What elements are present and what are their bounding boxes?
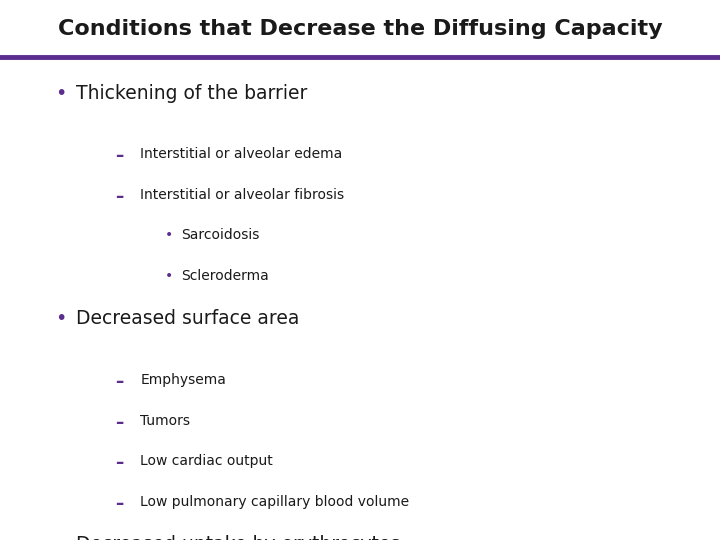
Text: •: • [55, 535, 67, 540]
Text: –: – [114, 414, 123, 431]
Text: Emphysema: Emphysema [140, 373, 226, 387]
Text: Interstitial or alveolar edema: Interstitial or alveolar edema [140, 147, 343, 161]
Text: Sarcoidosis: Sarcoidosis [181, 228, 260, 242]
Text: Interstitial or alveolar fibrosis: Interstitial or alveolar fibrosis [140, 188, 345, 202]
Text: –: – [114, 188, 123, 206]
Text: –: – [114, 373, 123, 391]
Text: Decreased uptake by erythrocytes: Decreased uptake by erythrocytes [76, 535, 400, 540]
Text: Decreased surface area: Decreased surface area [76, 309, 299, 328]
Text: –: – [114, 147, 123, 165]
Text: –: – [114, 495, 123, 512]
Text: –: – [114, 454, 123, 472]
Text: •: • [55, 309, 67, 328]
Text: Low pulmonary capillary blood volume: Low pulmonary capillary blood volume [140, 495, 410, 509]
Text: •: • [55, 84, 67, 103]
Text: Thickening of the barrier: Thickening of the barrier [76, 84, 307, 103]
Text: Scleroderma: Scleroderma [181, 269, 269, 283]
Text: Tumors: Tumors [140, 414, 190, 428]
Text: Low cardiac output: Low cardiac output [140, 454, 273, 468]
Text: Conditions that Decrease the Diffusing Capacity: Conditions that Decrease the Diffusing C… [58, 19, 662, 39]
Text: •: • [165, 228, 174, 242]
Text: •: • [165, 269, 174, 283]
